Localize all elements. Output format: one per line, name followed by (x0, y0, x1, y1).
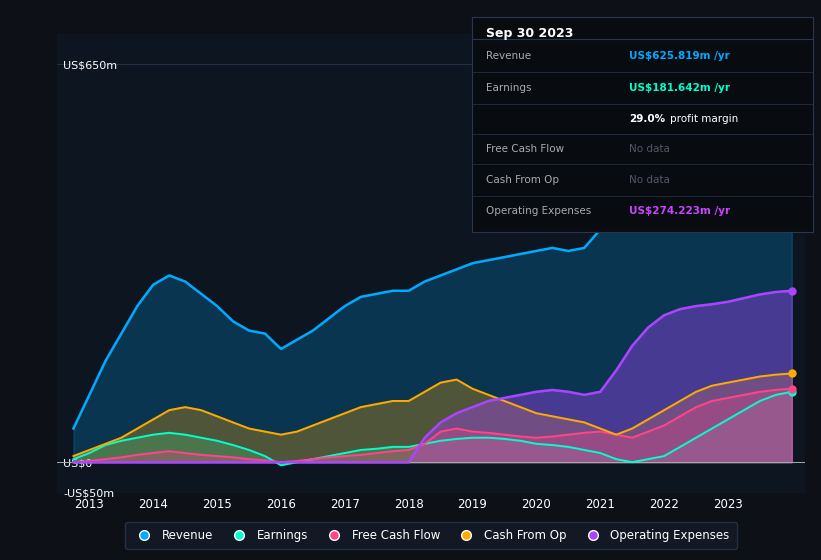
Text: 29.0%: 29.0% (629, 114, 665, 124)
Text: Revenue: Revenue (486, 50, 531, 60)
Text: profit margin: profit margin (670, 114, 738, 124)
Text: No data: No data (629, 175, 670, 185)
Text: US$181.642m /yr: US$181.642m /yr (629, 83, 730, 93)
Text: Sep 30 2023: Sep 30 2023 (486, 26, 573, 40)
Text: US$625.819m /yr: US$625.819m /yr (629, 50, 730, 60)
Text: Operating Expenses: Operating Expenses (486, 206, 591, 216)
Legend: Revenue, Earnings, Free Cash Flow, Cash From Op, Operating Expenses: Revenue, Earnings, Free Cash Flow, Cash … (126, 522, 736, 549)
Text: No data: No data (629, 144, 670, 155)
Text: Cash From Op: Cash From Op (486, 175, 559, 185)
Text: Free Cash Flow: Free Cash Flow (486, 144, 564, 155)
Text: Earnings: Earnings (486, 83, 531, 93)
Text: US$274.223m /yr: US$274.223m /yr (629, 206, 730, 216)
